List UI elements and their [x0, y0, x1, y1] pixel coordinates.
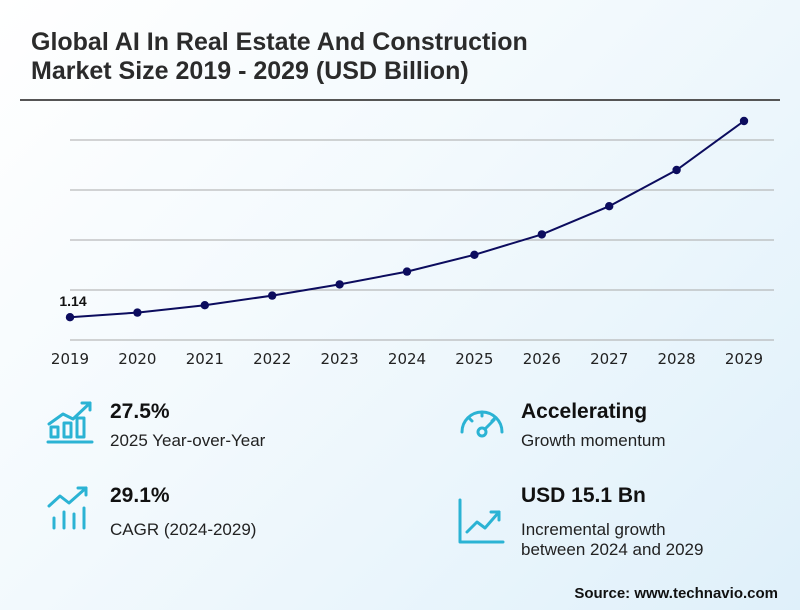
trend-chart-icon: [458, 498, 505, 544]
x-tick-label: 2024: [388, 350, 426, 368]
chart-title: Global AI In Real Estate And Constructio…: [31, 28, 731, 86]
speedometer-icon: [460, 410, 504, 438]
data-point: [739, 116, 749, 126]
x-tick-label: 2022: [253, 350, 291, 368]
stat-momentum-label: Growth momentum: [521, 431, 666, 450]
bar-growth-icon: [46, 401, 94, 444]
data-point: [268, 291, 277, 300]
data-point: [470, 250, 479, 259]
stat-incremental-label: Incremental growth between 2024 and 2029: [521, 520, 703, 560]
data-point: [335, 280, 344, 289]
x-tick-label: 2028: [658, 350, 696, 368]
x-tick-label: 2029: [725, 350, 763, 368]
stat-cagr-value: 29.1%: [110, 484, 170, 507]
x-tick-label: 2026: [523, 350, 561, 368]
x-tick-label: 2020: [118, 350, 156, 368]
stat-momentum-value: Accelerating: [521, 400, 648, 423]
stat-incremental-value: USD 15.1 Bn: [521, 484, 646, 507]
title-line-2: Market Size 2019 - 2029 (USD Billion): [31, 57, 469, 85]
data-point: [605, 202, 614, 211]
x-tick-label: 2025: [455, 350, 493, 368]
data-label: 1.14: [59, 293, 86, 309]
stat-incremental-label-line-2: between 2024 and 2029: [521, 540, 704, 559]
stat-cagr-label: CAGR (2024-2029): [110, 520, 257, 539]
x-tick-label: 2023: [321, 350, 359, 368]
title-divider: [20, 99, 780, 101]
data-point: [672, 165, 681, 175]
trend-bars-icon: [47, 486, 88, 530]
stat-yoy-value: 27.5%: [110, 400, 170, 423]
line-chart: 2019 2020 2021 2022 2023 2024 2025 2026 2027 2028…: [51, 116, 774, 368]
data-point: [200, 301, 209, 310]
data-point: [402, 267, 412, 276]
data-point: [65, 313, 75, 322]
x-tick-label: 2027: [590, 350, 628, 368]
x-tick-label: 2019: [51, 350, 89, 368]
data-point: [537, 230, 546, 239]
series-line: [69, 120, 745, 319]
source-note: Source: www.technavio.com: [574, 585, 778, 602]
stat-yoy-label: 2025 Year-over-Year: [110, 431, 266, 450]
x-tick-label: 2021: [186, 350, 224, 368]
data-point: [133, 308, 142, 317]
stat-incremental-label-line-1: Incremental growth: [521, 520, 666, 539]
title-line-1: Global AI In Real Estate And Constructio…: [31, 28, 528, 56]
